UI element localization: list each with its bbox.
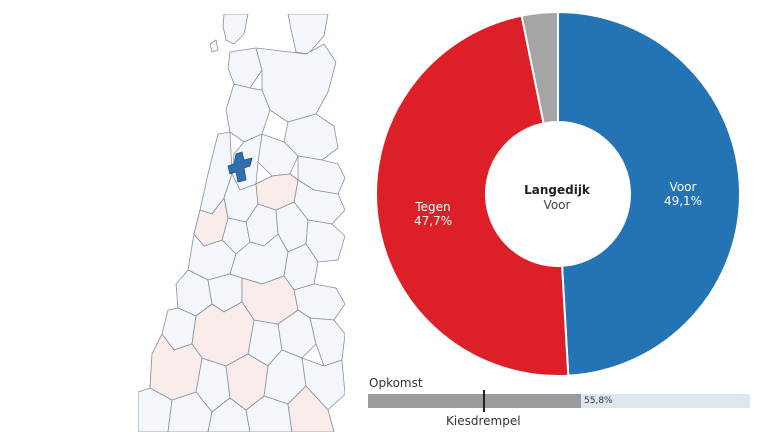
map-region[interactable] [225,83,271,143]
map-region-tegen[interactable] [225,353,269,411]
slice-label-tegen: Tegen 47,7% [398,200,468,228]
map-region[interactable] [309,317,346,367]
turnout-value: 55,8% [584,396,613,406]
map-region-tegen[interactable] [255,173,299,211]
slice-name-voor: Voor [669,180,697,194]
donut-slice-voor[interactable] [557,10,741,377]
map-region[interactable] [222,13,249,45]
donut-slice-tegen[interactable] [375,14,570,377]
threshold-label: Kiesdrempel [446,414,521,428]
slice-percent-voor: 49,1% [663,194,703,208]
turnout-bar: 55,8% [368,394,750,408]
donut-svg [375,10,741,377]
map-region-selected[interactable] [227,151,253,183]
slice-label-voor: Voor 49,1% [648,180,718,208]
map-region[interactable] [227,47,263,89]
slice-name-tegen: Tegen [415,200,451,214]
donut-center-title: Langedijk [524,183,590,197]
municipality-map [137,13,346,432]
map-svg [137,13,346,432]
donut-slice-other[interactable] [520,10,559,125]
turnout-label: Opkomst [369,376,423,390]
map-region-tegen[interactable] [287,385,335,432]
map-region[interactable] [209,39,219,53]
threshold-marker [483,390,485,412]
map-region-tegen[interactable] [149,333,203,401]
result-donut-chart: Voor 49,1% Tegen 47,7% Langedijk Voor [370,10,746,377]
donut-center-result: Voor [543,198,571,212]
slice-percent-tegen: 47,7% [413,214,453,228]
map-region-tegen[interactable] [193,197,229,247]
turnout-bar-fill [368,394,581,408]
